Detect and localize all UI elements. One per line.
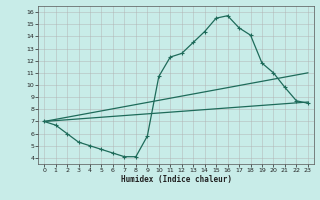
X-axis label: Humidex (Indice chaleur): Humidex (Indice chaleur) bbox=[121, 175, 231, 184]
